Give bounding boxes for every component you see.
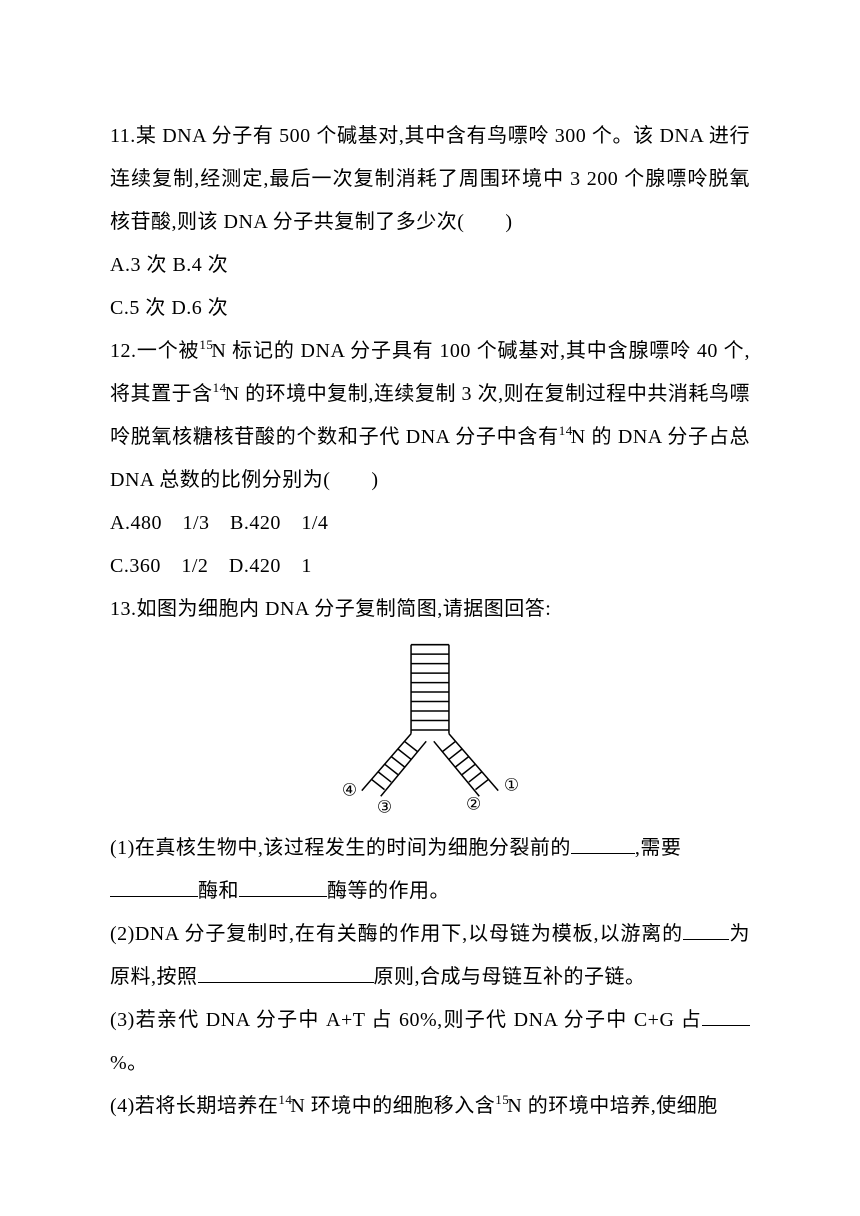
figure-label-2: ②: [466, 795, 481, 814]
q13-p2: (2)DNA 分子复制时,在有关酶的作用下,以母链为模板,以游离的为原料,按照原…: [110, 913, 750, 999]
blank-percent: [702, 1002, 750, 1026]
q13-p4: (4)若将长期培养在14N 环境中的细胞移入含15N 的环境中培养,使细胞: [110, 1085, 750, 1128]
q13-p2-a: (2)DNA 分子复制时,在有关酶的作用下,以母链为模板,以游离的: [110, 923, 683, 945]
q12-stem: 12.一个被15N 标记的 DNA 分子具有 100 个碱基对,其中含腺嘌呤 4…: [110, 330, 750, 502]
q11-opts-ab: A.3 次 B.4 次: [110, 244, 750, 287]
figure-label-3: ③: [377, 797, 392, 816]
q13-p3: (3)若亲代 DNA 分子中 A+T 占 60%,则子代 DNA 分子中 C+G…: [110, 999, 750, 1085]
q13-p1: (1)在真核生物中,该过程发生的时间为细胞分裂前的 ,需要酶和 酶等的作用。: [110, 827, 750, 913]
q13-stem: 13.如图为细胞内 DNA 分子复制简图,请据图回答:: [110, 588, 750, 631]
q13-p4-a: (4)若将长期培养在: [110, 1095, 278, 1117]
q12-opts-cd: C.360 1/2 D.420 1: [110, 545, 750, 588]
figure-label-1: ①: [504, 776, 519, 795]
blank-material: [683, 916, 729, 940]
q13-p1-b: ,需要: [635, 837, 682, 859]
q13-p3-a: (3)若亲代 DNA 分子中 A+T 占 60%,则子代 DNA 分子中 C+G…: [110, 1009, 702, 1031]
figure-label-4: ④: [342, 780, 357, 799]
document-body: 11.某 DNA 分子有 500 个碱基对,其中含有鸟嘌呤 300 个。该 DN…: [110, 115, 750, 1128]
q13-p2-c: 原则,合成与母链互补的子链。: [374, 966, 646, 988]
q13-p1-d: 酶等的作用。: [327, 880, 450, 902]
q13-p1-c: 酶和: [198, 880, 239, 902]
blank-enzyme2: [239, 873, 327, 897]
q13-p4-c: N 的环境中培养,使细胞: [507, 1095, 717, 1117]
q13-p3-b: %。: [110, 1052, 148, 1074]
blank-principle: [198, 959, 374, 983]
q12-text-pre: 12.一个被: [110, 340, 199, 362]
dna-replication-figure: ① ② ③ ④: [335, 639, 525, 819]
q13-p4-b: N 环境中的细胞移入含: [290, 1095, 495, 1117]
q11-opts-cd: C.5 次 D.6 次: [110, 287, 750, 330]
q12-opts-ab: A.480 1/3 B.420 1/4: [110, 502, 750, 545]
figure-container: ① ② ③ ④: [110, 639, 750, 819]
blank-enzyme1: [110, 873, 198, 897]
q13-p1-a: (1)在真核生物中,该过程发生的时间为细胞分裂前的: [110, 837, 571, 859]
q11-stem: 11.某 DNA 分子有 500 个碱基对,其中含有鸟嘌呤 300 个。该 DN…: [110, 115, 750, 244]
blank-phase: [571, 830, 635, 854]
